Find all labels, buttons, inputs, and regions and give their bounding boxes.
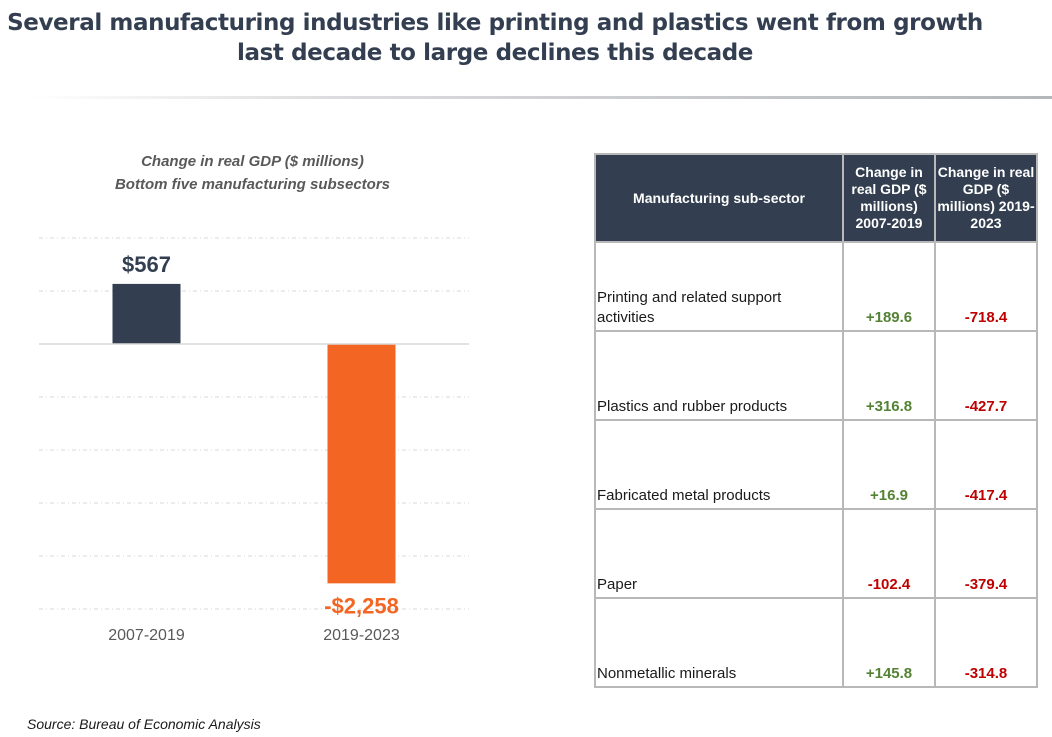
page-title: Several manufacturing industries like pr…: [7, 10, 983, 66]
value-2007-2019-cell: +316.8: [842, 330, 936, 421]
bar-2019-2023: [327, 344, 396, 584]
value-2007-2019-cell: +189.6: [842, 241, 936, 332]
sector-cell: Plastics and rubber products: [594, 330, 844, 421]
chart-subtitle: Bottom five manufacturing subsectors: [114, 176, 391, 193]
header-sector: Manufacturing sub-sector: [594, 153, 844, 243]
bar-2007-2019: [112, 283, 181, 344]
header-2007-2019: Change in real GDP ($ millions) 2007-201…: [842, 153, 936, 243]
value-2019-2023-cell: -718.4: [934, 241, 1038, 332]
title-divider: [30, 96, 1052, 99]
data-label: -$2,258: [324, 593, 399, 618]
x-tick-label: 2007-2019: [108, 627, 185, 644]
chart-heading: Change in real GDP ($ millions) Bottom f…: [40, 150, 465, 196]
header-2019-2023: Change in real GDP ($ millions) 2019-202…: [934, 153, 1038, 243]
value-2007-2019-cell: +16.9: [842, 419, 936, 510]
sector-cell: Paper: [594, 508, 844, 599]
table-row: Printing and related support activities +…: [594, 241, 1038, 332]
value-2007-2019-cell: -102.4: [842, 508, 936, 599]
sector-cell: Printing and related support activities: [594, 241, 844, 332]
value-2007-2019-cell: +145.8: [842, 597, 936, 688]
source-note: Source: Bureau of Economic Analysis: [27, 716, 261, 732]
sector-cell: Fabricated metal products: [594, 419, 844, 510]
value-2019-2023-cell: -417.4: [934, 419, 1038, 510]
table-row: Fabricated metal products +16.9 -417.4: [594, 419, 1038, 510]
value-2019-2023-cell: -379.4: [934, 508, 1038, 599]
table-row: Plastics and rubber products +316.8 -427.7: [594, 330, 1038, 421]
table-row: Nonmetallic minerals +145.8 -314.8: [594, 597, 1038, 688]
value-2019-2023-cell: -427.7: [934, 330, 1038, 421]
table-header-row: Manufacturing sub-sector Change in real …: [594, 153, 1038, 243]
table-row: Paper -102.4 -379.4: [594, 508, 1038, 599]
x-tick-label: 2019-2023: [323, 627, 400, 644]
data-label: $567: [122, 252, 171, 277]
sector-cell: Nonmetallic minerals: [594, 597, 844, 688]
bar-chart: $567 2007-2019 -$2,258 2019-2023: [39, 237, 469, 644]
value-2019-2023-cell: -314.8: [934, 597, 1038, 688]
chart-title: Change in real GDP ($ millions): [141, 153, 364, 170]
subsector-table: Manufacturing sub-sector Change in real …: [594, 153, 1038, 688]
